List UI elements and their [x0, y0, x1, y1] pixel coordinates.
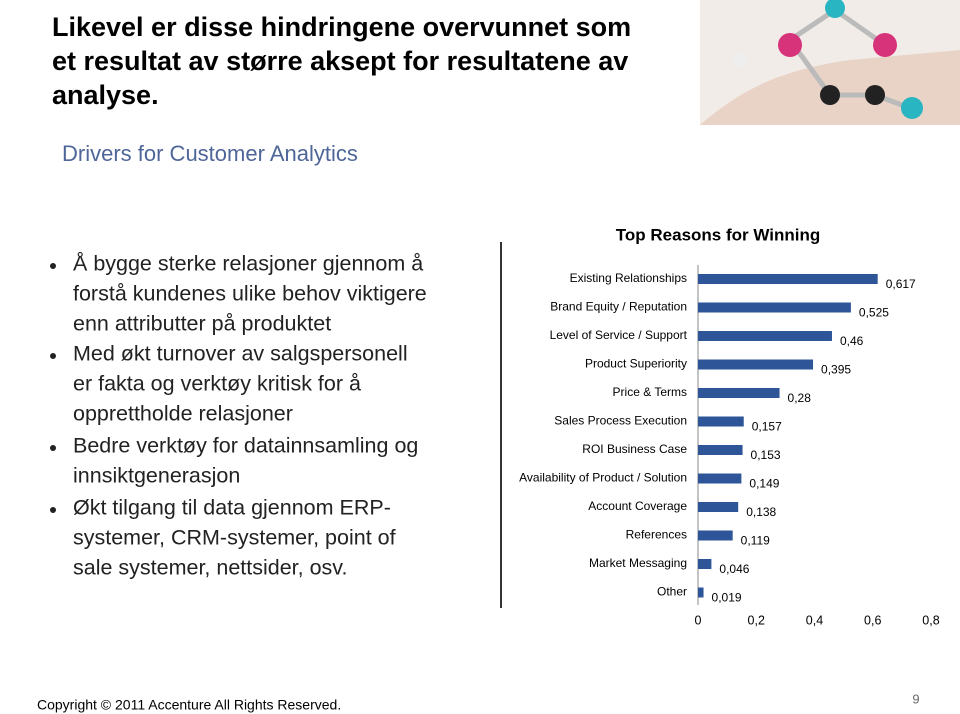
value-label: 0,617 [886, 277, 916, 291]
category-label: Level of Service / Support [550, 328, 688, 342]
bar [698, 302, 851, 313]
category-label: Other [657, 585, 687, 599]
molecule-image [700, 0, 960, 125]
slide-title: Likevel er disse hindringene overvunnet … [52, 12, 631, 110]
value-label: 0,157 [752, 420, 782, 434]
category-label: Product Superiority [585, 357, 687, 371]
bullet-line: Bedre verktøy for datainnsamling og [73, 434, 418, 458]
bar [698, 587, 704, 598]
category-label: Account Coverage [588, 499, 687, 513]
x-tick-label: 0,2 [748, 613, 765, 627]
bar [698, 359, 814, 370]
category-label: Market Messaging [589, 556, 687, 570]
bullet-line: enn attributter på produktet [73, 312, 331, 336]
category-label: Brand Equity / Reputation [550, 300, 687, 314]
x-tick-label: 0 [695, 613, 702, 627]
chart-title: Top Reasons for Winning [616, 225, 820, 244]
bar [698, 274, 878, 284]
title-line: analyse. [52, 80, 159, 110]
title-line: Likevel er disse hindringene overvunnet … [52, 12, 631, 42]
bullet-line: sale systemer, nettsider, osv. [73, 556, 347, 580]
category-label: Existing Relationships [570, 271, 687, 285]
value-label: 0,395 [821, 363, 851, 377]
bar [698, 388, 780, 398]
category-label: Availability of Product / Solution [519, 471, 687, 485]
value-label: 0,119 [741, 534, 770, 548]
bullet-line: forstå kundenes ulike behov viktigere [73, 282, 427, 306]
bullet-line: Med økt turnover av salgspersonell [73, 342, 408, 366]
bullet-line: Økt tilgang til data gjennom ERP- [73, 496, 391, 520]
copyright: Copyright © 2011 Accenture All Rights Re… [37, 697, 341, 713]
title-line: et resultat av større aksept for resulta… [52, 46, 628, 76]
bullet-dot [50, 445, 56, 451]
bar [698, 559, 712, 569]
chart: 0 0,2 0,4 0,6 0,8 Existing Relationships 0,617… [519, 265, 940, 627]
category-label: Sales Process Execution [554, 414, 687, 428]
value-label: 0,149 [749, 477, 779, 491]
page-number: 9 [912, 691, 919, 706]
bullet-line: innsiktgenerasjon [73, 464, 240, 488]
bar [698, 502, 739, 512]
value-label: 0,046 [719, 562, 749, 576]
bullet-dot [50, 263, 56, 269]
value-label: 0,019 [712, 591, 742, 605]
value-label: 0,28 [788, 391, 812, 405]
bar [698, 530, 733, 541]
bullet-line: Å bygge sterke relasjoner gjennom å [73, 252, 423, 276]
value-label: 0,525 [859, 306, 889, 320]
bar [698, 416, 744, 427]
value-label: 0,46 [840, 334, 864, 348]
bullet-list: Å bygge sterke relasjoner gjennom å forst… [50, 252, 427, 580]
category-label: ROI Business Case [582, 442, 687, 456]
value-label: 0,153 [751, 448, 781, 462]
bullet-line: opprettholde relasjoner [73, 402, 293, 426]
x-tick-label: 0,6 [864, 613, 881, 627]
x-tick-label: 0,8 [922, 613, 939, 627]
category-label: Price & Terms [613, 385, 687, 399]
bar [698, 445, 743, 455]
subtitle: Drivers for Customer Analytics [62, 141, 358, 166]
bullet-dot [50, 507, 56, 513]
bar [698, 331, 832, 341]
category-label: References [626, 528, 687, 542]
bar [698, 473, 742, 484]
x-tick-label: 0,4 [806, 613, 823, 627]
bullet-line: systemer, CRM-systemer, point of [73, 526, 396, 550]
bullet-line: er fakta og verktøy kritisk for å [73, 372, 361, 396]
value-label: 0,138 [746, 505, 776, 519]
bullet-dot [50, 353, 56, 359]
